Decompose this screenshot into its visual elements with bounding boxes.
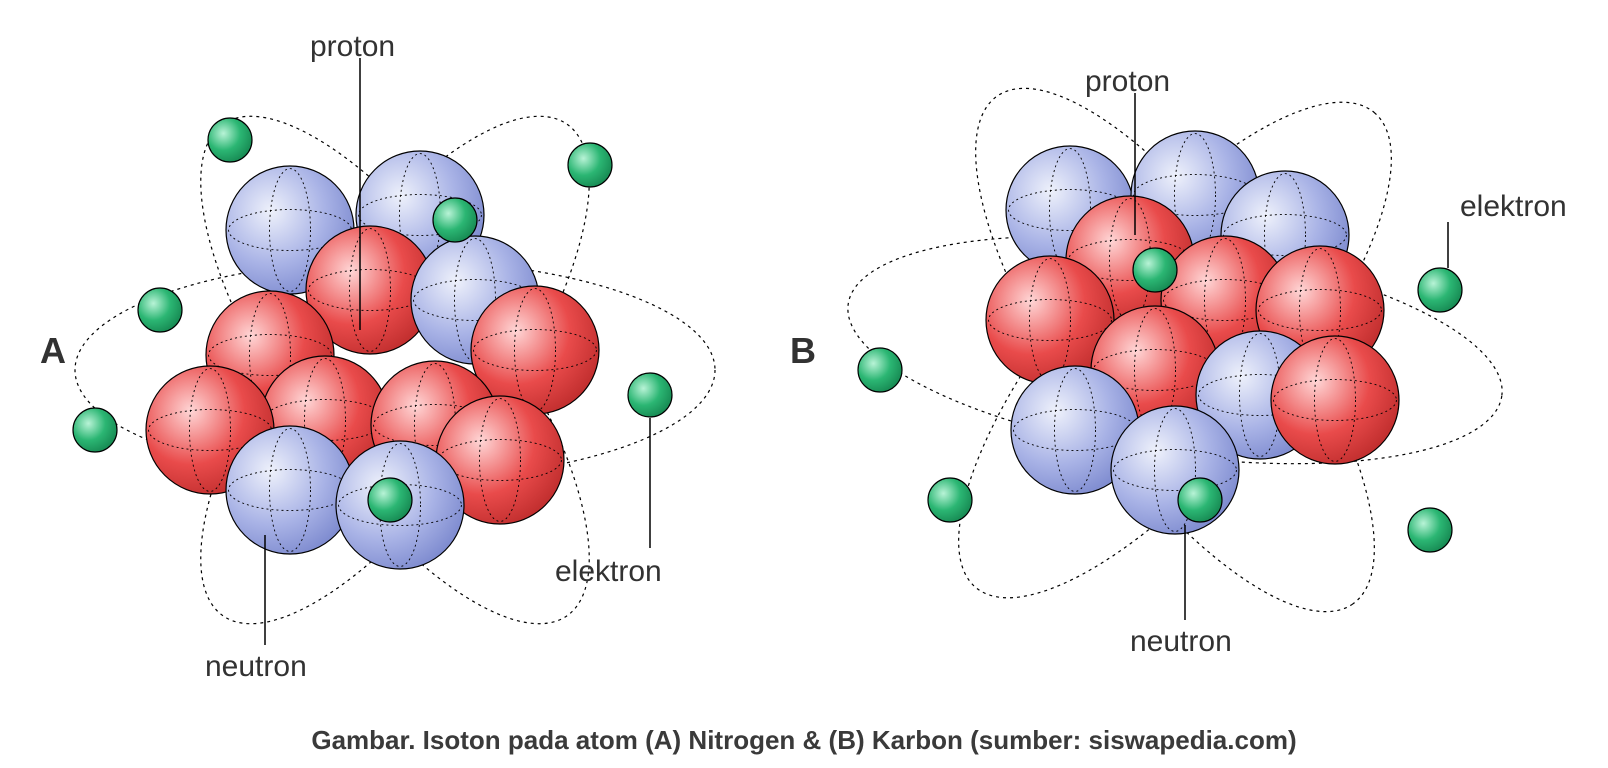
- letter-b: B: [790, 330, 816, 372]
- electron-sphere: [1133, 248, 1177, 292]
- electron-sphere: [858, 348, 902, 392]
- neutron-sphere: [226, 426, 354, 554]
- neutron-sphere: [1111, 406, 1239, 534]
- label-b-electron: elektron: [1460, 190, 1567, 224]
- electron-sphere: [138, 288, 182, 332]
- electron-sphere: [928, 478, 972, 522]
- atom-diagram-stage: A B proton neutron elektron proton neutr…: [0, 0, 1608, 768]
- label-a-proton: proton: [310, 30, 395, 64]
- electron-sphere: [1408, 508, 1452, 552]
- label-b-neutron: neutron: [1130, 625, 1232, 659]
- label-a-neutron: neutron: [205, 650, 307, 684]
- proton-sphere: [1271, 336, 1399, 464]
- figure-caption: Gambar. Isoton pada atom (A) Nitrogen & …: [0, 725, 1608, 756]
- electron-sphere: [1418, 268, 1462, 312]
- letter-a: A: [40, 330, 66, 372]
- electron-sphere: [208, 118, 252, 162]
- electron-sphere: [1178, 478, 1222, 522]
- electron-sphere: [568, 143, 612, 187]
- electron-sphere: [628, 373, 672, 417]
- electron-sphere: [368, 478, 412, 522]
- label-a-electron: elektron: [555, 555, 662, 589]
- electron-sphere: [433, 198, 477, 242]
- electron-sphere: [73, 408, 117, 452]
- label-b-proton: proton: [1085, 65, 1170, 99]
